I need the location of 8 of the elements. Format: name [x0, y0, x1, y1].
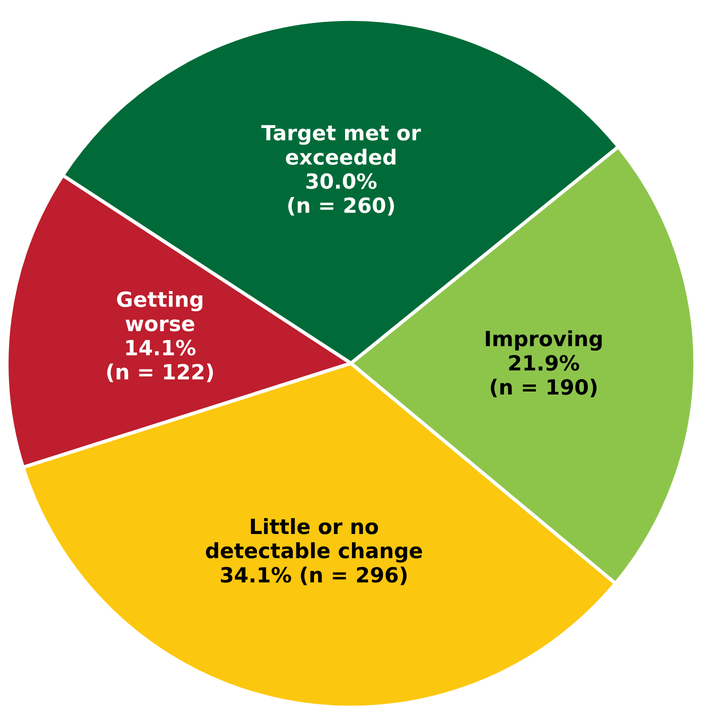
slice-label: Little or no detectable change	[206, 518, 422, 563]
data-label: 30.0% (n = 260)	[288, 173, 394, 216]
slice-label: Target met or exceeded	[261, 125, 421, 165]
data-label: 34.1% (n = 296)	[220, 566, 407, 586]
data-label: 14.1% (n = 122)	[107, 340, 213, 382]
slice-label: Getting worse	[117, 290, 202, 332]
data-label: 21.9% (n = 190)	[490, 354, 597, 398]
slice-label: Improving	[486, 330, 602, 351]
